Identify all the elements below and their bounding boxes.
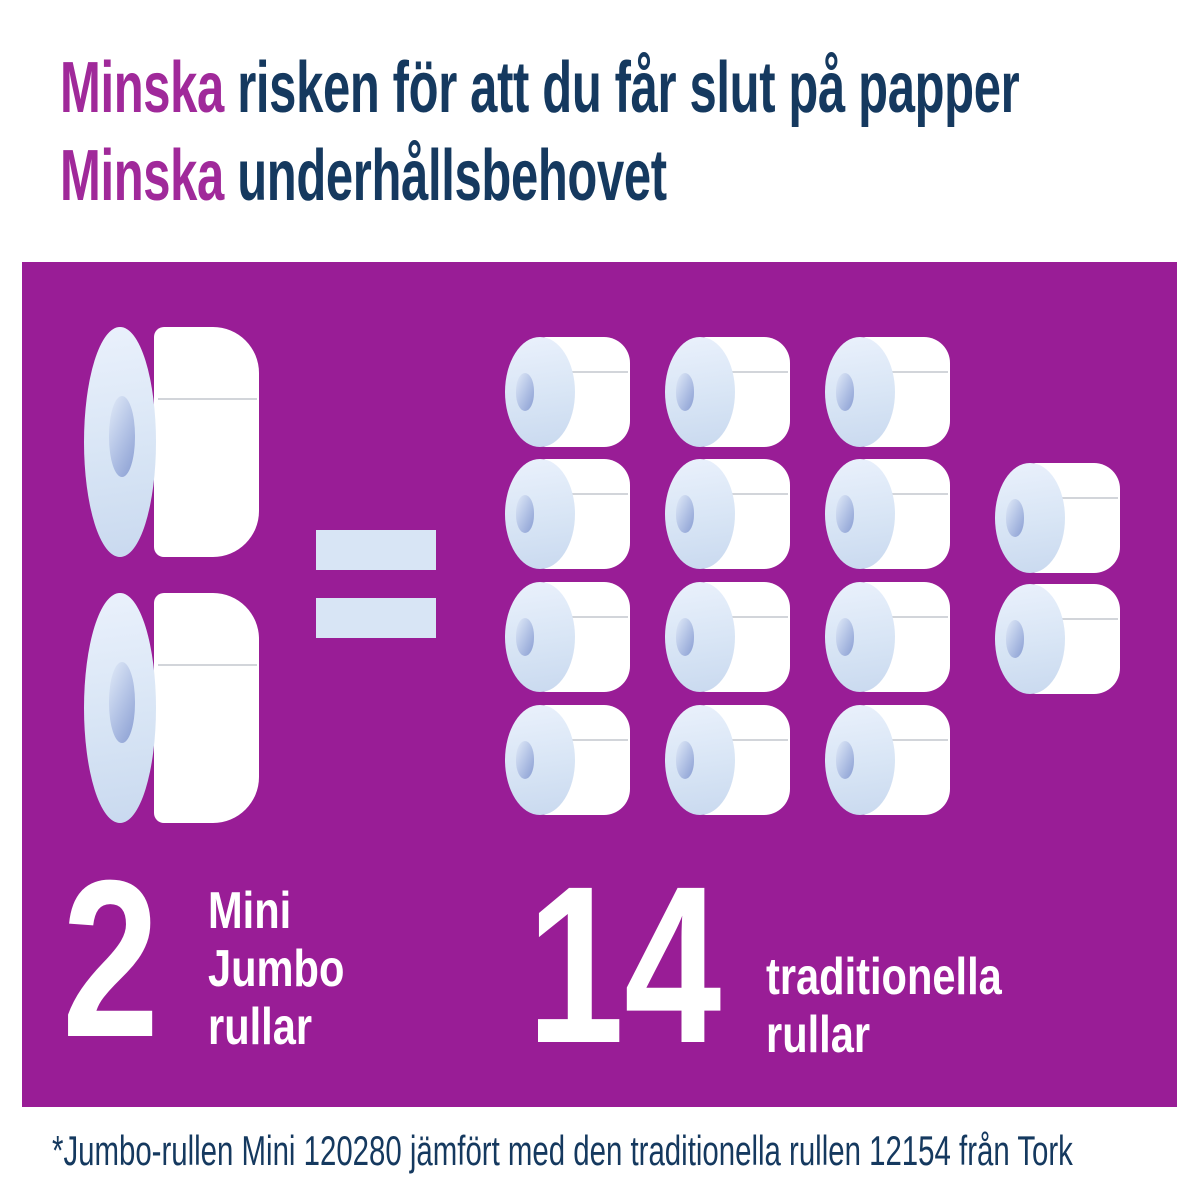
right-label-line: rullar	[766, 1006, 871, 1064]
traditional-roll	[825, 582, 950, 692]
roll-paper-seam	[720, 616, 788, 619]
left-label-line: Mini	[208, 882, 292, 940]
roll-core-hole	[675, 741, 695, 779]
left-label-line: rullar	[208, 998, 313, 1056]
roll-paper-seam	[720, 739, 788, 742]
equals-sign	[316, 530, 436, 638]
roll-paper-seam	[1050, 618, 1118, 621]
footnote: *Jumbo-rullen Mini 120280 jämfört med de…	[52, 1127, 1073, 1174]
mini-jumbo-roll	[84, 593, 259, 823]
mini-jumbo-roll	[84, 327, 259, 557]
traditional-roll	[505, 337, 630, 447]
roll-paper-seam	[880, 493, 948, 496]
headline-highlight-2: Minska	[60, 136, 224, 216]
roll-paper-seam	[560, 616, 628, 619]
roll-paper-seam	[157, 664, 257, 667]
roll-core-hole	[675, 495, 695, 533]
right-count: 14	[527, 840, 722, 1090]
roll-body	[154, 593, 259, 823]
left-label: Mini Jumbo rullar	[208, 882, 344, 1056]
roll-core-hole	[108, 396, 135, 477]
roll-core-hole	[515, 618, 535, 656]
traditional-roll	[505, 582, 630, 692]
traditional-roll	[665, 459, 790, 569]
roll-core-hole	[675, 618, 695, 656]
left-count: 2	[62, 834, 160, 1084]
roll-paper-seam	[560, 739, 628, 742]
roll-paper-seam	[560, 493, 628, 496]
roll-paper-seam	[157, 398, 257, 401]
roll-body	[154, 327, 259, 557]
roll-paper-seam	[880, 739, 948, 742]
roll-core-hole	[515, 741, 535, 779]
headline: Minska risken för att du får slut på pap…	[60, 44, 1020, 220]
headline-rest-2: underhållsbehovet	[223, 136, 667, 216]
roll-core-hole	[515, 373, 535, 411]
roll-paper-seam	[720, 493, 788, 496]
roll-core-hole	[1005, 620, 1025, 658]
traditional-roll	[825, 459, 950, 569]
equals-bar-top	[316, 530, 436, 570]
traditional-roll	[825, 705, 950, 815]
headline-line-2: Minska underhållsbehovet	[60, 132, 1019, 220]
roll-paper-seam	[560, 371, 628, 374]
left-label-line: Jumbo	[208, 940, 345, 998]
headline-highlight-1: Minska	[60, 48, 224, 128]
headline-line-1: Minska risken för att du får slut på pap…	[60, 44, 1020, 132]
roll-core-hole	[675, 373, 695, 411]
roll-core-hole	[835, 618, 855, 656]
roll-paper-seam	[720, 371, 788, 374]
roll-core-hole	[835, 373, 855, 411]
roll-core-hole	[108, 662, 135, 743]
roll-core-hole	[1005, 499, 1025, 537]
right-label: traditionella rullar	[766, 948, 1002, 1064]
traditional-roll	[825, 337, 950, 447]
traditional-roll	[995, 584, 1120, 694]
headline-rest-1: risken för att du får slut på papper	[223, 48, 1020, 128]
comparison-panel: 2 Mini Jumbo rullar 14 traditionella rul…	[22, 262, 1177, 1107]
roll-core-hole	[515, 495, 535, 533]
traditional-roll	[665, 337, 790, 447]
traditional-roll	[665, 705, 790, 815]
roll-core-hole	[835, 741, 855, 779]
traditional-roll	[665, 582, 790, 692]
roll-paper-seam	[1050, 497, 1118, 500]
traditional-roll	[505, 459, 630, 569]
roll-paper-seam	[880, 616, 948, 619]
equals-bar-bottom	[316, 598, 436, 638]
roll-core-hole	[835, 495, 855, 533]
traditional-roll	[505, 705, 630, 815]
traditional-roll	[995, 463, 1120, 573]
right-label-line: traditionella	[766, 948, 1002, 1006]
roll-paper-seam	[880, 371, 948, 374]
